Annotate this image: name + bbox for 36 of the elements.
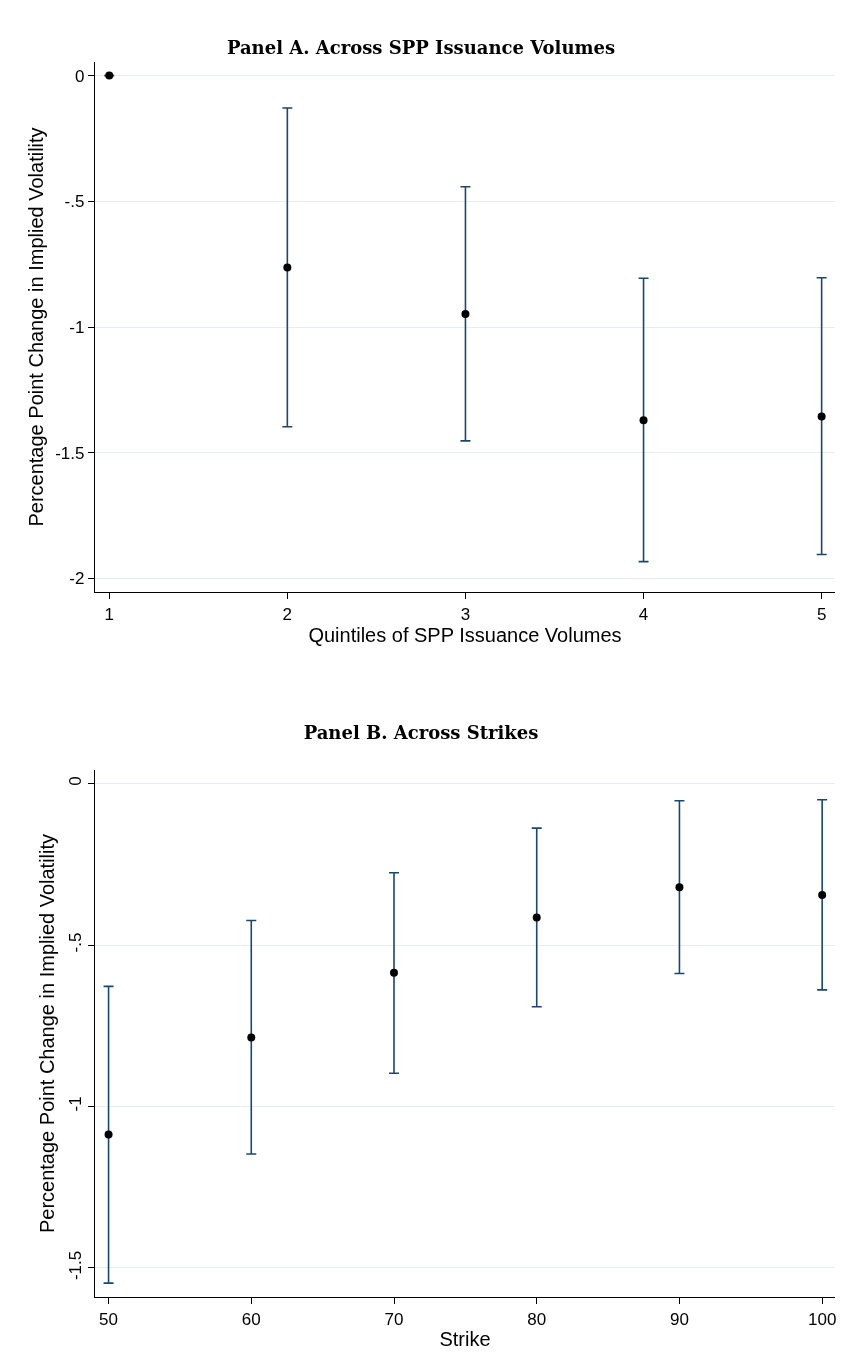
x-axis-title: Quintiles of SPP Issuance Volumes xyxy=(308,623,622,646)
chart-title: Panel A. Across SPP Issuance Volumes xyxy=(226,37,616,59)
x-tick-label: 50 xyxy=(99,1309,119,1329)
point xyxy=(675,883,684,892)
point xyxy=(817,412,826,421)
y-tick-label: -1 xyxy=(66,1096,86,1112)
y-axis-title: Percentage Point Change in Implied Volatility xyxy=(24,127,47,527)
y-tick-label: -2 xyxy=(69,569,85,589)
x-tick-label: 70 xyxy=(384,1309,404,1329)
x-tick-label: 1 xyxy=(104,604,114,624)
x-tick-label: 2 xyxy=(282,604,293,624)
y-tick-label: -1.5 xyxy=(55,443,85,463)
x-axis-title: Strike xyxy=(439,1328,491,1351)
y-tick-label: -1 xyxy=(69,317,85,337)
point xyxy=(247,1033,256,1042)
point xyxy=(104,1130,113,1139)
chart-title: Panel B. Across Strikes xyxy=(303,722,539,744)
x-tick-label: 3 xyxy=(460,604,471,624)
x-tick-label: 60 xyxy=(241,1309,261,1329)
point xyxy=(818,890,827,899)
point xyxy=(532,913,541,922)
x-tick-label: 5 xyxy=(816,604,827,624)
point xyxy=(283,263,292,272)
y-tick-label: 0 xyxy=(74,66,85,86)
x-tick-label: 100 xyxy=(807,1309,837,1329)
y-tick-label: -.5 xyxy=(64,192,85,212)
point xyxy=(639,416,648,425)
y-tick-label: -.5 xyxy=(66,932,86,953)
x-tick-label: 4 xyxy=(638,604,649,624)
x-tick-label: 80 xyxy=(527,1309,547,1329)
point xyxy=(461,309,470,318)
point xyxy=(390,968,398,977)
x-tick-label: 90 xyxy=(669,1309,689,1329)
y-tick-label: 0 xyxy=(66,776,86,786)
y-tick-label: -1.5 xyxy=(66,1250,86,1281)
y-axis-title: Percentage Point Change in Implied Volatility xyxy=(35,833,58,1234)
